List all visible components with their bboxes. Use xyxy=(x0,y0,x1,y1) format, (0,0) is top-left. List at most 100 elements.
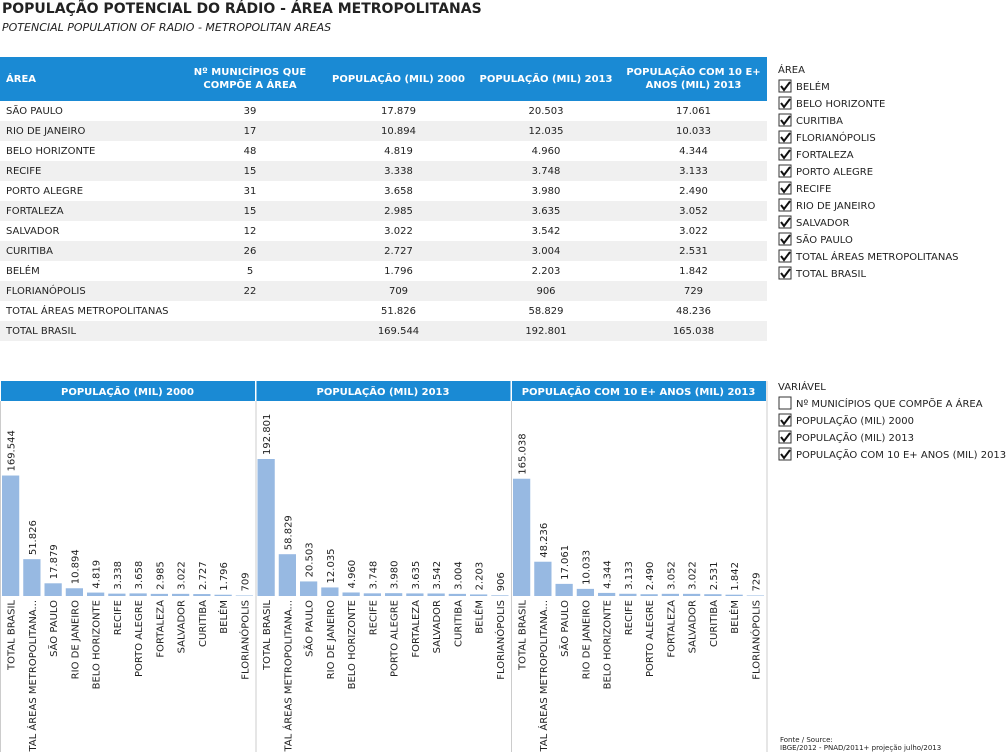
value-label: 165.038 xyxy=(518,433,529,474)
table-row: BELO HORIZONTE 48 4.819 4.960 4.344 xyxy=(0,141,767,161)
value-label: 2.490 xyxy=(645,562,656,591)
checkbox[interactable] xyxy=(778,249,792,263)
table-row: PORTO ALEGRE 31 3.658 3.980 2.490 xyxy=(0,181,767,201)
table-row: BELÉM 5 1.796 2.203 1.842 xyxy=(0,261,767,281)
filter-label[interactable]: RECIFE xyxy=(796,184,831,195)
table-header: ÁREA Nº MUNICÍPIOS QUE COMPÕE A ÁREA POPUL… xyxy=(0,57,767,101)
checkbox[interactable] xyxy=(778,113,792,127)
checkmark xyxy=(780,415,791,426)
filter-label[interactable]: TOTAL ÁREAS METROPOLITANAS xyxy=(795,250,959,263)
checkbox[interactable] xyxy=(778,232,792,246)
value-label: 906 xyxy=(496,572,507,591)
filter-label[interactable]: SALVADOR xyxy=(796,218,849,229)
table-cell: 4.344 xyxy=(679,145,708,157)
value-label: 2.985 xyxy=(155,561,166,590)
category-label: SALVADOR xyxy=(432,600,443,653)
filter-label[interactable]: TOTAL BRASIL xyxy=(795,269,866,280)
table-cell: 58.829 xyxy=(528,305,564,317)
table-row: SÃO PAULO 39 17.879 20.503 17.061 xyxy=(0,101,767,121)
category-label: BELO HORIZONTE xyxy=(92,600,103,689)
checkmark xyxy=(780,81,791,92)
checkbox[interactable] xyxy=(778,181,792,195)
checkmark xyxy=(780,166,791,177)
checkmark xyxy=(780,183,791,194)
table-cell: 3.980 xyxy=(531,185,561,197)
bar xyxy=(172,593,190,596)
table-cell: BELÉM xyxy=(6,265,40,277)
filter-label[interactable]: Nº MUNICÍPIOS QUE COMPÕE A ÁREA xyxy=(796,397,983,410)
category-label: RECIFE xyxy=(113,600,124,635)
category-label: PORTO ALEGRE xyxy=(645,600,656,677)
checkbox[interactable] xyxy=(778,447,792,461)
filter-label[interactable]: RIO DE JANEIRO xyxy=(796,201,875,212)
checkbox[interactable] xyxy=(778,215,792,229)
value-label: 192.801 xyxy=(262,414,273,455)
checkbox[interactable] xyxy=(778,147,792,161)
filter-label[interactable]: SÃO PAULO xyxy=(796,233,853,246)
checkbox[interactable] xyxy=(778,413,792,427)
checkbox[interactable] xyxy=(778,266,792,280)
filter-label[interactable]: BELÉM xyxy=(796,80,830,93)
value-label: 51.826 xyxy=(28,520,39,555)
filter-label[interactable]: POPULAÇÃO COM 10 E+ ANOS (MIL) 2013 xyxy=(796,448,1006,461)
filter-label[interactable]: POPULAÇÃO (MIL) 2013 xyxy=(796,431,914,444)
bar xyxy=(725,594,743,596)
value-label: 17.061 xyxy=(560,545,571,580)
table-cell: 165.038 xyxy=(620,321,767,341)
table-cell: BELO HORIZONTE xyxy=(6,145,96,157)
bar xyxy=(406,593,424,596)
table-cell: 51.826 xyxy=(381,305,416,317)
value-label: 709 xyxy=(240,572,251,591)
table-cell: 3.022 xyxy=(679,225,708,237)
checkbox[interactable] xyxy=(778,79,792,93)
bar xyxy=(150,593,168,596)
checkmark xyxy=(780,268,791,279)
checkbox[interactable] xyxy=(778,96,792,110)
value-label: 3.004 xyxy=(453,561,464,590)
chart-title-bar xyxy=(1,381,255,401)
bar xyxy=(44,583,62,596)
filter-label[interactable]: CURITIBA xyxy=(796,116,843,127)
category-label: PORTO ALEGRE xyxy=(390,600,401,677)
bar xyxy=(427,593,445,596)
value-label: 2.531 xyxy=(709,562,720,591)
table-cell: 2.985 xyxy=(325,201,472,221)
checkbox[interactable] xyxy=(778,164,792,178)
bar xyxy=(534,561,552,596)
filter-label[interactable]: FORTALEZA xyxy=(796,150,854,161)
checkmark xyxy=(780,449,791,460)
table-cell: PORTO ALEGRE xyxy=(6,185,84,197)
checkbox[interactable] xyxy=(778,396,792,410)
category-label: SALVADOR xyxy=(177,600,188,653)
filter-label[interactable]: POPULAÇÃO (MIL) 2000 xyxy=(796,414,914,427)
table-cell: 4.960 xyxy=(531,145,561,157)
checkbox[interactable] xyxy=(778,130,792,144)
bar xyxy=(598,592,616,596)
value-label: 12.035 xyxy=(326,548,337,583)
category-label: FORTALEZA xyxy=(155,600,166,658)
value-label: 729 xyxy=(751,572,762,591)
bar xyxy=(193,594,211,596)
subtitle: POTENCIAL POPULATION OF RADIO - METROPOL… xyxy=(2,21,331,34)
filter-label[interactable]: FLORIANÓPOLIS xyxy=(796,131,876,144)
table-cell: 4.819 xyxy=(384,145,413,157)
filter-label[interactable]: PORTO ALEGRE xyxy=(796,167,873,178)
table-cell: 26 xyxy=(175,241,325,261)
category-label: CURITIBA xyxy=(453,600,464,647)
table-cell: 12 xyxy=(243,225,257,237)
checkbox[interactable] xyxy=(778,430,792,444)
checkmark xyxy=(780,251,791,262)
value-label: 3.052 xyxy=(666,561,677,590)
category-label: SÃO PAULO xyxy=(303,600,316,657)
table-cell: 3.052 xyxy=(620,201,767,221)
checkbox[interactable] xyxy=(778,198,792,212)
value-label: 17.879 xyxy=(49,544,60,579)
filter-title: VARIÁVEL xyxy=(778,380,826,393)
filter-label[interactable]: BELO HORIZONTE xyxy=(796,99,885,110)
bar xyxy=(2,475,20,596)
category-label: RECIFE xyxy=(368,600,379,635)
value-label: 1.842 xyxy=(730,562,741,591)
category-label: SALVADOR xyxy=(688,600,699,653)
